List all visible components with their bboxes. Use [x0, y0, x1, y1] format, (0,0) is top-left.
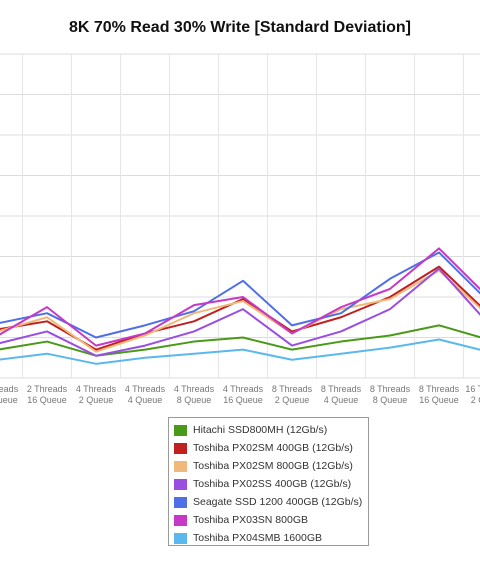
- gridlines: [0, 53, 480, 379]
- legend-swatch: [174, 532, 187, 544]
- x-tick-label: 4 Threads 2 Queue: [76, 384, 117, 405]
- legend-label: Toshiba PX04SMB 1600GB: [193, 532, 322, 544]
- series-line-6: [0, 338, 480, 365]
- legend-label: Toshiba PX02SS 400GB (12Gb/s): [193, 478, 352, 490]
- legend-label: Hitachi SSD800MH (12Gb/s): [193, 424, 328, 436]
- x-tick-label: 8 Threads 4 Queue: [321, 384, 362, 405]
- legend-swatch: [174, 496, 187, 508]
- series-line-2: [0, 269, 480, 353]
- series-line-5: [0, 247, 480, 347]
- series-line-4: [0, 251, 480, 339]
- series-line-0: [0, 324, 480, 357]
- legend-item: Seagate SSD 1200 400GB (12Gb/s): [174, 493, 362, 511]
- legend-item: Toshiba PX02SM 400GB (12Gb/s): [174, 439, 353, 457]
- legend-swatch: [174, 460, 187, 472]
- x-tick-label: 1 Threads32 Queue: [0, 384, 19, 405]
- x-tick-label: 4 Threads 4 Queue: [125, 384, 166, 405]
- legend-label: Toshiba PX02SM 800GB (12Gb/s): [193, 460, 353, 472]
- x-tick-label: 8 Threads 8 Queue: [370, 384, 411, 405]
- legend-item: Toshiba PX02SM 800GB (12Gb/s): [174, 457, 353, 475]
- legend-item: Hitachi SSD800MH (12Gb/s): [174, 421, 327, 439]
- x-tick-label: 8 Threads 16 Queue: [419, 384, 460, 405]
- legend-label: Toshiba PX03SN 800GB: [193, 514, 308, 526]
- legend-swatch: [174, 514, 187, 526]
- x-tick-label: 2 Threads 16 Queue: [27, 384, 68, 405]
- legend-item: Toshiba PX03SN 800GB: [174, 511, 308, 529]
- series-line-3: [0, 267, 480, 357]
- legend-item: Toshiba PX02SS 400GB (12Gb/s): [174, 475, 351, 493]
- legend-label: Seagate SSD 1200 400GB (12Gb/s): [193, 496, 363, 508]
- legend-label: Toshiba PX02SM 400GB (12Gb/s): [193, 442, 353, 454]
- legend-swatch: [174, 478, 187, 490]
- legend-swatch: [174, 442, 187, 454]
- x-tick-label: 4 Threads 16 Queue: [223, 384, 264, 405]
- x-tick-label: 8 Threads 2 Queue: [272, 384, 313, 405]
- legend-swatch: [174, 424, 187, 436]
- series-lines: [0, 247, 480, 365]
- legend-item: Toshiba PX04SMB 1600GB: [174, 529, 322, 547]
- chart-title: 8K 70% Read 30% Write [Standard Deviatio…: [68, 19, 412, 36]
- legend: Hitachi SSD800MH (12Gb/s) Toshiba PX02SM …: [168, 417, 369, 546]
- x-tick-label: 4 Threads 8 Queue: [174, 384, 215, 405]
